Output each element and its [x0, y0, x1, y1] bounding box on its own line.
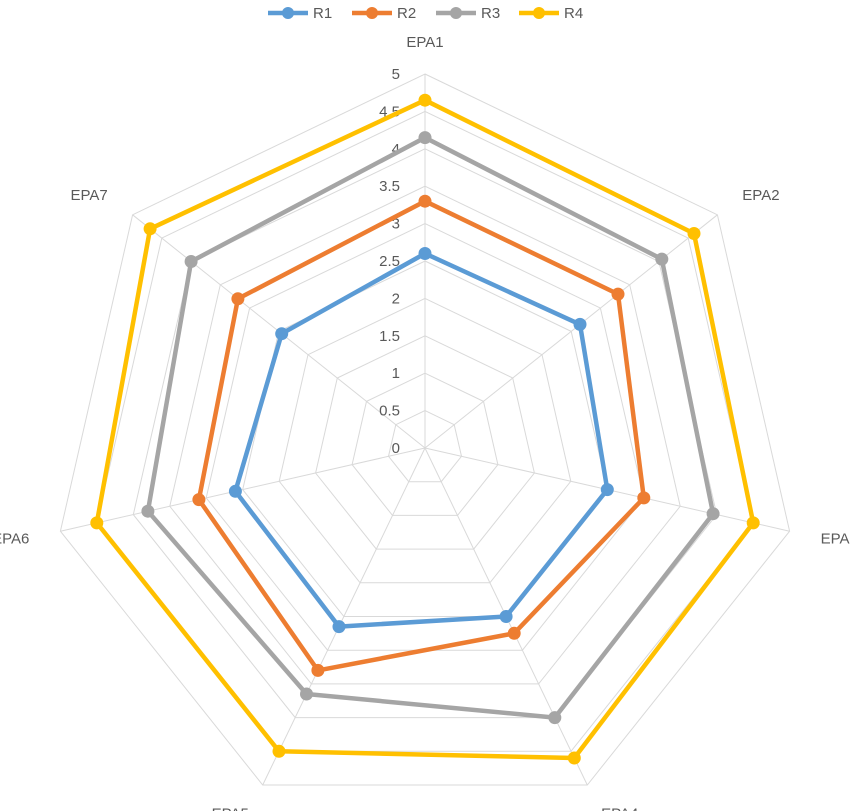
data-point-r3-epa6	[141, 504, 155, 518]
data-point-r3-epa5	[300, 687, 313, 701]
legend-item-r2: R2	[352, 5, 416, 22]
legend: R1 R2 R3 R4	[268, 5, 583, 22]
legend-item-r1: R1	[268, 5, 332, 22]
data-point-r1-epa1	[418, 247, 432, 260]
data-point-r4-epa6	[90, 516, 104, 530]
tick-label: 2.5	[379, 253, 400, 270]
data-point-r4-epa4	[567, 751, 581, 765]
series-r3	[141, 131, 720, 725]
category-label-epa5: EPA5	[212, 806, 249, 811]
legend-swatch-marker	[366, 7, 378, 19]
data-point-r3-epa1	[418, 131, 432, 145]
series-r2	[192, 194, 651, 677]
tick-label: 3.5	[379, 178, 400, 195]
category-labels: EPA1 EPA2 EPA3 EPA4 EPA5 EPA6 EPA7	[0, 34, 850, 811]
data-point-r4-epa2	[687, 227, 701, 240]
legend-label: R1	[313, 5, 332, 22]
tick-label: 0.5	[379, 403, 400, 420]
category-label-epa3: EPA3	[821, 530, 850, 547]
tick-label: 3	[392, 216, 400, 233]
category-label-epa6: EPA6	[0, 530, 29, 547]
grid-ring-7	[169, 185, 681, 685]
legend-label: R4	[564, 5, 583, 22]
tick-label: 2	[392, 290, 400, 307]
legend-item-r3: R3	[436, 5, 500, 22]
legend-label: R2	[397, 5, 416, 22]
data-point-r3-epa3	[706, 507, 720, 521]
data-point-r1-epa6	[228, 484, 242, 498]
series-r4	[90, 93, 760, 765]
legend-swatch-marker	[450, 7, 462, 19]
legend-item-r4: R4	[519, 5, 583, 22]
legend-swatch-marker	[533, 7, 545, 19]
data-point-r3-epa4	[548, 711, 562, 725]
data-point-r4-epa7	[143, 222, 157, 236]
data-point-r1-epa5	[332, 620, 346, 634]
series-line-r4	[94, 97, 756, 761]
radial-tick-labels: 00.511.522.533.544.55	[379, 66, 400, 457]
legend-label: R3	[481, 5, 500, 22]
grid-ring-2	[351, 372, 499, 516]
legend-swatch-marker	[282, 7, 294, 19]
data-point-r2-epa2	[611, 287, 625, 301]
data-point-r2-epa3	[637, 491, 651, 505]
series-r1	[228, 247, 614, 634]
grid-ring-1	[387, 410, 463, 483]
tick-label: 1.5	[379, 328, 400, 345]
data-point-r3-epa2	[655, 252, 669, 266]
grid-ring-3	[315, 335, 535, 550]
grid-ring-4	[278, 297, 572, 584]
tick-label: 4	[392, 141, 400, 158]
series-lines	[90, 93, 760, 765]
data-point-r2-epa4	[507, 626, 521, 640]
tick-label: 1	[392, 365, 400, 382]
series-line-r2	[196, 198, 647, 673]
category-label-epa7: EPA7	[70, 187, 107, 204]
series-line-r3	[145, 135, 716, 720]
tick-label: 5	[392, 66, 400, 83]
spoke-2	[424, 214, 718, 449]
data-point-r2-epa6	[192, 493, 206, 507]
data-point-r1-epa3	[600, 483, 614, 497]
data-point-r2-epa7	[231, 292, 245, 306]
data-point-r1-epa2	[573, 317, 587, 331]
data-point-r2-epa5	[311, 663, 325, 677]
data-point-r2-epa1	[418, 194, 432, 208]
series-line-r1	[233, 251, 610, 629]
data-point-r3-epa7	[184, 255, 198, 268]
data-point-r4-epa1	[418, 93, 432, 107]
grid-ring-9	[96, 110, 754, 752]
data-point-r1-epa7	[275, 327, 289, 341]
data-point-r4-epa3	[746, 516, 760, 530]
tick-label: 0	[392, 440, 400, 457]
radar-spokes	[60, 74, 790, 786]
data-point-r1-epa4	[499, 610, 513, 623]
data-point-r4-epa5	[272, 744, 286, 758]
category-label-epa4: EPA4	[601, 806, 638, 811]
spoke-6	[60, 447, 426, 532]
category-label-epa2: EPA2	[742, 187, 779, 204]
category-label-epa1: EPA1	[406, 34, 443, 51]
grid-ring-10	[59, 73, 791, 786]
spoke-5	[262, 447, 426, 786]
